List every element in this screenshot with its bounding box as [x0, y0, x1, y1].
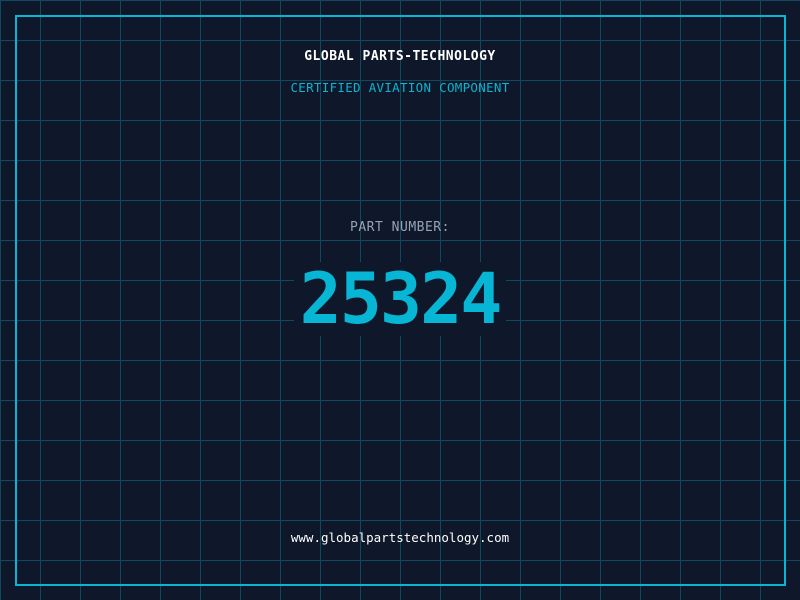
part-number-value: 25324 — [293, 262, 507, 336]
certification-subtitle: CERTIFIED AVIATION COMPONENT — [290, 80, 510, 95]
company-title: GLOBAL PARTS-TECHNOLOGY — [304, 49, 496, 64]
part-number-display: 25324 — [0, 262, 800, 336]
border-frame — [15, 15, 786, 586]
part-number-label: PART NUMBER: — [350, 220, 450, 235]
website-url: www.globalpartstechnology.com — [290, 530, 510, 545]
